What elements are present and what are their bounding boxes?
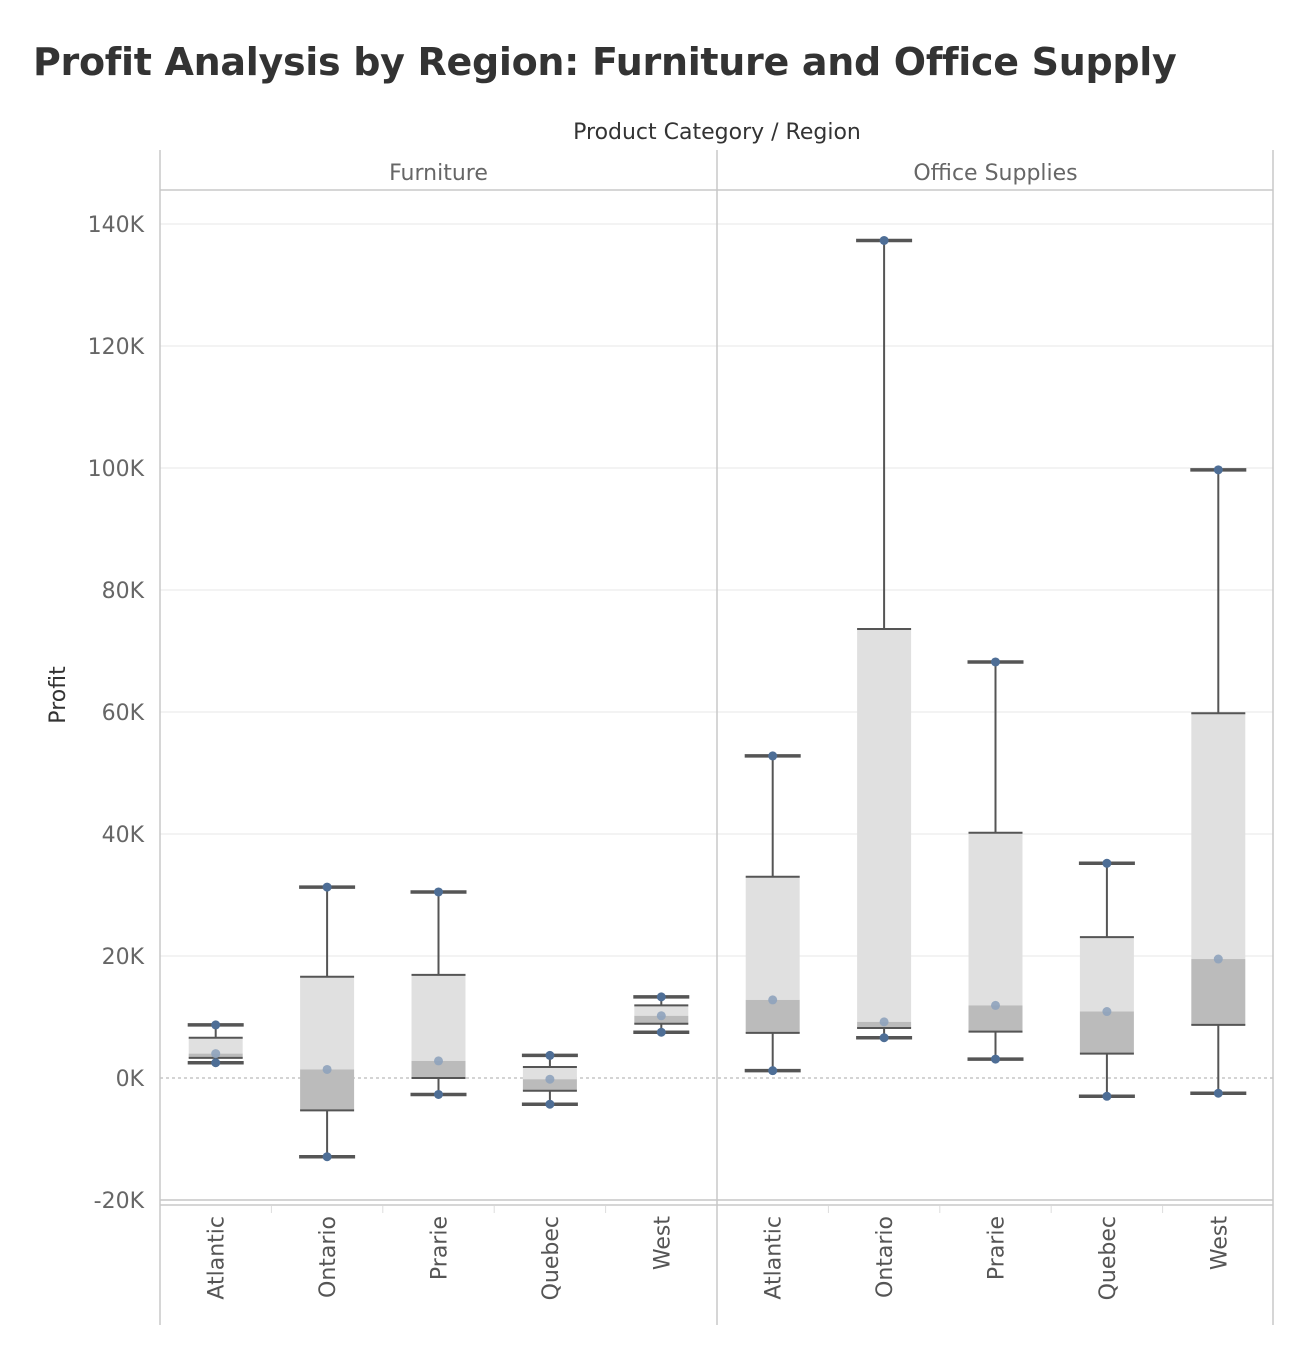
median-point bbox=[434, 1056, 443, 1066]
upper-box bbox=[188, 1037, 243, 1054]
panel-header: Office Supplies bbox=[913, 161, 1077, 186]
column-header-label: Product Category / Region bbox=[573, 120, 861, 145]
x-tick-label: Ontario bbox=[316, 1216, 341, 1298]
min-point bbox=[1213, 1088, 1223, 1098]
box-office-supplies-ontario bbox=[856, 235, 913, 1043]
lower-box bbox=[522, 1079, 577, 1091]
y-axis-label: Profit bbox=[46, 666, 71, 724]
max-point bbox=[545, 1050, 555, 1060]
chart-title: Profit Analysis by Region: Furniture and… bbox=[33, 40, 1177, 84]
y-tick-label: 40K bbox=[102, 823, 145, 848]
min-point bbox=[322, 1152, 332, 1162]
median-point bbox=[1213, 954, 1223, 964]
min-point bbox=[656, 1027, 666, 1037]
box-furniture-prarie bbox=[410, 887, 467, 1099]
max-point bbox=[1102, 858, 1112, 868]
max-point bbox=[211, 1020, 221, 1030]
median-point bbox=[879, 1017, 889, 1027]
x-tick-label: Atlantic bbox=[762, 1216, 787, 1300]
y-tick-label: 60K bbox=[102, 701, 145, 726]
median-point bbox=[1102, 1007, 1112, 1017]
box-office-supplies-prarie bbox=[967, 657, 1024, 1064]
max-point bbox=[768, 751, 778, 761]
upper-box bbox=[1079, 937, 1134, 1012]
x-tick-label: Prarie bbox=[428, 1216, 453, 1280]
y-tick-label: 80K bbox=[102, 579, 145, 604]
upper-box bbox=[857, 629, 912, 1022]
max-point bbox=[656, 992, 666, 1002]
min-point bbox=[545, 1099, 555, 1109]
max-point bbox=[434, 887, 443, 897]
max-point bbox=[879, 235, 889, 245]
x-tick-label: Quebec bbox=[1096, 1216, 1121, 1300]
box-furniture-atlantic bbox=[187, 1020, 244, 1068]
box-furniture-ontario bbox=[299, 882, 356, 1162]
median-point bbox=[322, 1064, 332, 1074]
y-tick-label: 0K bbox=[116, 1067, 145, 1092]
lower-box bbox=[411, 1060, 466, 1078]
box-office-supplies-quebec bbox=[1078, 858, 1135, 1101]
lower-box bbox=[1079, 1011, 1134, 1054]
upper-box bbox=[1191, 713, 1246, 960]
median-point bbox=[211, 1049, 221, 1059]
upper-box bbox=[745, 876, 800, 1000]
max-point bbox=[1213, 465, 1223, 475]
lower-box bbox=[300, 1069, 355, 1111]
upper-box bbox=[300, 976, 355, 1070]
median-point bbox=[991, 1000, 1000, 1010]
x-tick-label: West bbox=[1207, 1216, 1232, 1270]
y-tick-label: 20K bbox=[102, 945, 145, 970]
max-point bbox=[991, 657, 1000, 667]
min-point bbox=[434, 1089, 443, 1099]
min-point bbox=[1102, 1091, 1112, 1101]
y-axis-ticks: -20K 0K 20K 40K 60K 80K 100K 120K 140K bbox=[88, 213, 145, 1214]
box-office-supplies-west bbox=[1190, 465, 1247, 1098]
min-point bbox=[768, 1066, 778, 1076]
panel-headers: Furniture Office Supplies bbox=[389, 161, 1078, 186]
box-office-supplies-atlantic bbox=[744, 751, 801, 1076]
box-furniture-west bbox=[633, 992, 690, 1037]
x-tick-label: Quebec bbox=[539, 1216, 564, 1300]
max-point bbox=[322, 882, 332, 892]
median-point bbox=[545, 1074, 555, 1084]
upper-box bbox=[634, 1005, 689, 1016]
x-tick-label: Atlantic bbox=[205, 1216, 230, 1300]
upper-box bbox=[522, 1067, 577, 1080]
y-tick-label: 140K bbox=[88, 213, 145, 238]
min-point bbox=[211, 1058, 221, 1068]
box-series bbox=[187, 235, 1247, 1162]
y-tick-label: 120K bbox=[88, 335, 145, 360]
min-point bbox=[879, 1033, 889, 1043]
upper-box bbox=[968, 832, 1023, 1006]
y-tick-label: 100K bbox=[88, 457, 145, 482]
box-furniture-quebec bbox=[521, 1050, 578, 1109]
median-point bbox=[768, 995, 778, 1005]
x-tick-label: Prarie bbox=[985, 1216, 1010, 1280]
median-point bbox=[656, 1011, 666, 1021]
x-axis-labels: Atlantic Ontario Prarie Quebec West Atlantic O… bbox=[205, 1216, 1233, 1301]
x-tick-label: Ontario bbox=[873, 1216, 898, 1298]
panel-header: Furniture bbox=[389, 161, 488, 186]
upper-box bbox=[411, 974, 466, 1061]
y-tick-label: -20K bbox=[94, 1189, 145, 1214]
x-tick-label: West bbox=[650, 1216, 675, 1270]
lower-box bbox=[745, 999, 800, 1033]
chart-frame bbox=[159, 150, 1274, 1325]
lower-box bbox=[1191, 959, 1246, 1025]
min-point bbox=[991, 1054, 1000, 1064]
